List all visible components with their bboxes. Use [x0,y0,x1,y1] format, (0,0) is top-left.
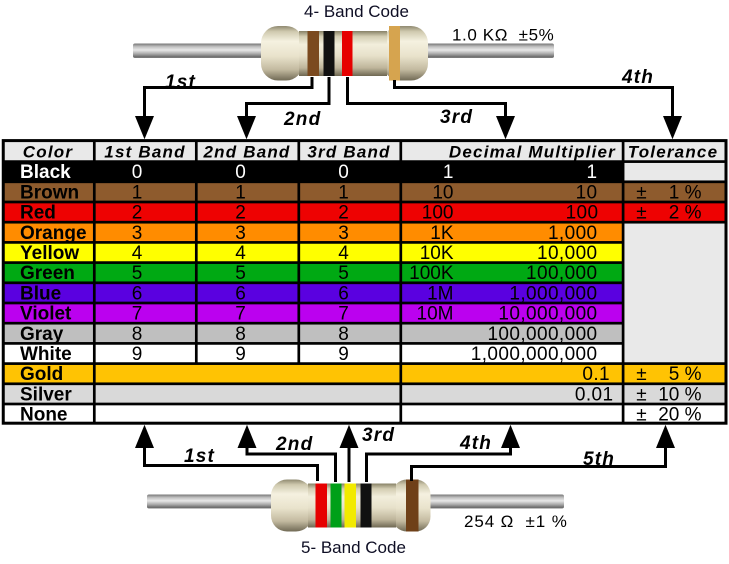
svg-text:10: 10 [432,182,453,203]
svg-text:2: 2 [338,203,349,224]
svg-text:10 %: 10 % [658,384,701,405]
svg-text:5: 5 [338,263,349,284]
svg-text:1,000,000: 1,000,000 [509,283,597,304]
svg-text:Blue: Blue [20,283,61,304]
svg-text:3rd Band: 3rd Band [307,143,390,162]
svg-text:0.01: 0.01 [575,384,614,405]
svg-text:1st Band: 1st Band [104,143,185,162]
svg-text:1: 1 [443,162,454,183]
svg-text:1M: 1M [427,283,453,304]
svg-text:3: 3 [235,223,246,244]
svg-text:2nd Band: 2nd Band [202,143,290,162]
svg-text:6: 6 [132,283,143,304]
svg-text:4- Band Code: 4- Band Code [304,2,409,21]
svg-text:100K: 100K [409,263,454,284]
svg-text:0: 0 [132,162,143,183]
svg-text:±: ± [636,405,646,426]
svg-text:1.0 KΩ ±5%: 1.0 KΩ ±5% [452,26,554,45]
svg-text:0.1: 0.1 [582,364,610,385]
svg-text:1 %: 1 % [669,182,702,203]
svg-text:Orange: Orange [20,223,87,244]
svg-text:100: 100 [566,203,599,224]
svg-text:8: 8 [235,324,246,345]
svg-text:Silver: Silver [20,384,72,405]
svg-text:Gold: Gold [20,364,63,385]
svg-text:4th: 4th [459,433,492,454]
svg-text:0: 0 [338,162,349,183]
svg-text:Gray: Gray [20,324,64,345]
svg-text:1,000: 1,000 [548,223,598,244]
svg-text:6: 6 [338,283,349,304]
svg-text:4: 4 [235,243,246,264]
svg-text:5: 5 [235,263,246,284]
svg-text:Decimal Multiplier: Decimal Multiplier [449,143,616,162]
svg-text:±: ± [636,364,646,385]
svg-text:2 %: 2 % [669,203,702,224]
svg-text:9: 9 [132,344,143,365]
svg-text:100,000,000: 100,000,000 [487,324,597,345]
svg-text:2nd: 2nd [283,109,321,130]
svg-text:1st: 1st [165,72,196,93]
svg-text:10M: 10M [417,304,454,325]
svg-text:White: White [20,344,72,365]
svg-text:1st: 1st [184,446,215,467]
svg-text:7: 7 [132,304,143,325]
svg-text:10,000,000: 10,000,000 [498,304,597,325]
svg-text:Violet: Violet [20,304,72,325]
svg-text:Color: Color [23,143,74,162]
svg-text:Green: Green [20,263,75,284]
svg-text:9: 9 [235,344,246,365]
svg-text:0: 0 [235,162,246,183]
svg-text:6: 6 [235,283,246,304]
svg-text:5th: 5th [583,449,615,470]
svg-text:9: 9 [338,344,349,365]
svg-text:100: 100 [422,203,454,224]
svg-text:2nd: 2nd [275,434,313,455]
svg-text:1: 1 [587,162,598,183]
svg-text:None: None [20,405,68,426]
svg-text:5: 5 [132,263,143,284]
svg-text:2: 2 [132,203,143,224]
svg-text:3rd: 3rd [362,425,395,446]
svg-text:4th: 4th [621,67,654,88]
svg-text:Tolerance: Tolerance [628,143,718,162]
svg-text:10: 10 [576,182,598,203]
svg-text:±: ± [636,182,646,203]
svg-text:Red: Red [20,203,56,224]
svg-text:Yellow: Yellow [20,243,79,264]
svg-text:2: 2 [235,203,246,224]
svg-text:3rd: 3rd [440,107,473,128]
svg-text:1: 1 [235,182,246,203]
svg-text:1: 1 [338,182,349,203]
svg-text:Black: Black [20,162,71,183]
svg-text:4: 4 [132,243,143,264]
svg-text:254 Ω ±1 %: 254 Ω ±1 % [464,512,568,531]
svg-text:10K: 10K [420,243,454,264]
svg-text:5 %: 5 % [669,364,702,385]
svg-text:7: 7 [235,304,246,325]
svg-text:3: 3 [338,223,349,244]
svg-text:4: 4 [338,243,349,264]
svg-text:8: 8 [132,324,143,345]
svg-text:7: 7 [338,304,349,325]
svg-text:1,000,000,000: 1,000,000,000 [471,344,598,365]
svg-text:±: ± [636,384,646,405]
svg-text:Brown: Brown [20,182,79,203]
svg-text:1K: 1K [430,223,454,244]
svg-text:3: 3 [132,223,143,244]
svg-text:±: ± [636,203,646,224]
svg-text:20 %: 20 % [658,405,701,426]
svg-text:100,000: 100,000 [526,263,597,284]
svg-text:5- Band Code: 5- Band Code [301,538,406,557]
svg-text:10,000: 10,000 [537,243,598,264]
svg-text:8: 8 [338,324,349,345]
svg-text:1: 1 [132,182,143,203]
